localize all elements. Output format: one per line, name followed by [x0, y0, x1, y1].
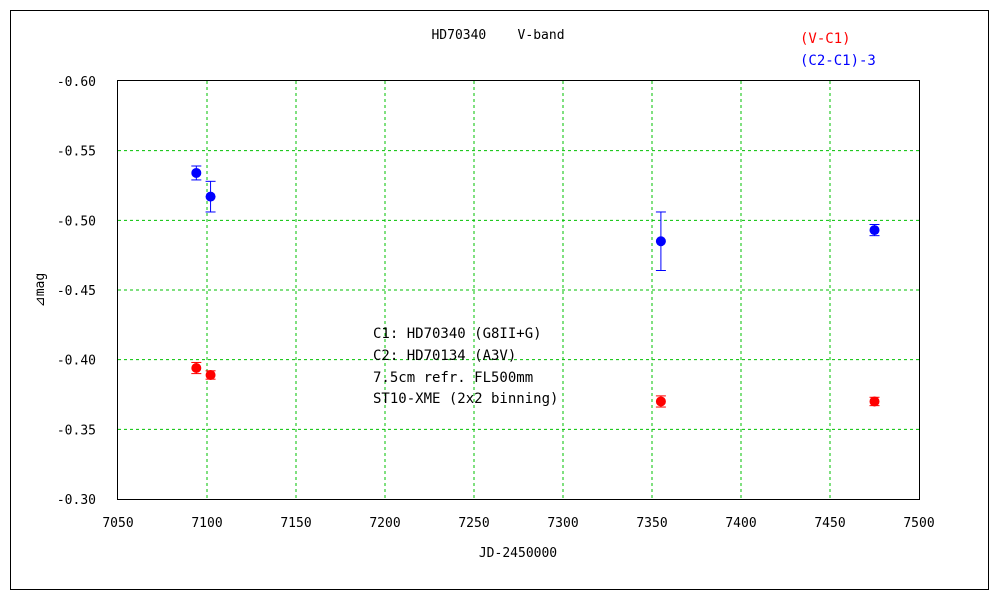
x-tick-label: 7050 [102, 516, 133, 531]
x-tick-label: 7300 [547, 516, 578, 531]
data-point [869, 396, 880, 407]
x-tick-label: 7200 [369, 516, 400, 531]
series-layer [191, 165, 880, 408]
data-point [205, 191, 216, 202]
annotation-line-3: 7.5cm refr. FL500mm [373, 370, 533, 386]
x-tick-labels: 7050 7100 7150 7200 7250 7300 7350 7400 7450 7500 [102, 516, 934, 531]
y-tick-label: -0.55 [57, 145, 96, 160]
data-point [655, 236, 666, 247]
data-point [655, 396, 666, 407]
data-point [205, 369, 216, 380]
data-point [191, 363, 202, 374]
x-tick-label: 7450 [814, 516, 845, 531]
annotation-line-2: C2: HD70134 (A3V) [373, 348, 516, 364]
x-tick-label: 7250 [458, 516, 489, 531]
x-tick-label: 7150 [280, 516, 311, 531]
legend-entry-c2-c1-3: (C2-C1)-3 [800, 53, 876, 69]
y-axis-label: ⊿mag [33, 273, 48, 307]
x-tick-label: 7400 [725, 516, 756, 531]
y-tick-label: -0.50 [57, 214, 96, 229]
y-tick-label: -0.35 [57, 423, 96, 438]
chart-title: HD70340 V-band [431, 28, 564, 43]
y-tick-label: -0.40 [57, 354, 96, 369]
annotation-line-1: C1: HD70340 (G8II+G) [373, 326, 542, 342]
x-axis-label: JD-2450000 [479, 546, 557, 561]
data-point [869, 225, 880, 236]
x-tick-label: 7500 [903, 516, 934, 531]
x-tick-label: 7350 [636, 516, 667, 531]
y-tick-label: -0.30 [57, 493, 96, 508]
x-tick-label: 7100 [191, 516, 222, 531]
grid-layer [118, 81, 919, 499]
y-tick-labels: -0.60 -0.55 -0.50 -0.45 -0.40 -0.35 -0.30 [57, 75, 96, 508]
annotation-line-4: ST10-XME (2x2 binning) [373, 391, 558, 407]
plot-area [117, 80, 920, 500]
legend-entry-v-c1: (V-C1) [800, 31, 851, 47]
chart-frame [10, 10, 989, 590]
data-point [191, 167, 202, 178]
y-tick-label: -0.45 [57, 284, 96, 299]
y-tick-label: -0.60 [57, 75, 96, 90]
